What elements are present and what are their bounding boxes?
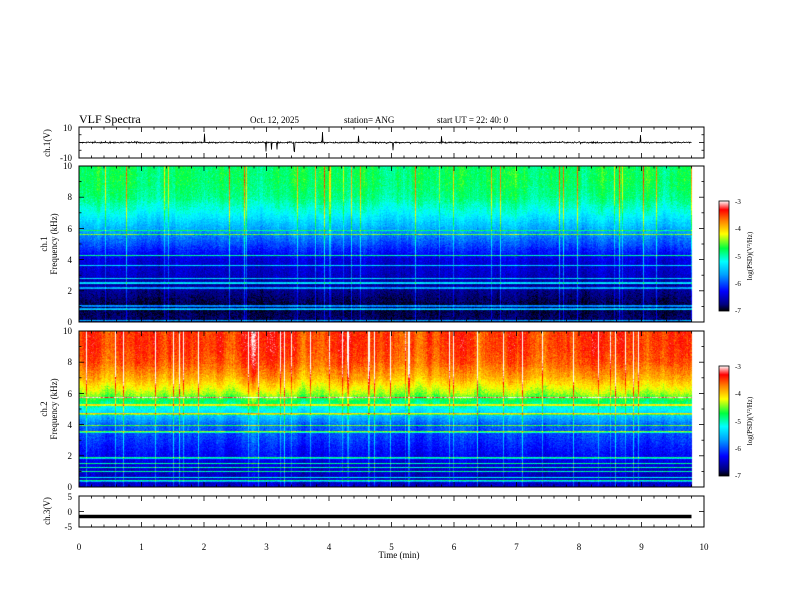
ch1-freq-tick-2: 2 [68,286,73,296]
ch2-cb-tick-m3: -3 [735,363,741,371]
ch1-waveform-trace [78,132,692,153]
ch1-cb-tick-m4: -4 [735,225,741,233]
ch3-waveform-panel: 5 0 -5 ch.3(V) [42,492,705,532]
ch1-channel-label: ch.1 [39,236,49,251]
ch1-freq-tick-10: 10 [63,161,73,171]
xtick-9: 9 [639,542,644,552]
ch1-freq-tick-8: 8 [68,192,73,202]
ch1-cb-tick-m7: -7 [735,307,741,315]
ch2-spectrogram-ticks [78,330,705,488]
ch1-freq-tick-0: 0 [68,317,73,327]
ch3-ytick-top: 5 [68,492,73,502]
ch2-freq-tick-2: 2 [68,451,73,461]
ch2-spectrogram-image [79,331,704,487]
ch2-freq-tick-4: 4 [68,420,73,430]
ch2-colorbar-label: log(PSD)(V²/Hz) [746,396,754,445]
ch3-waveform-ticks [78,495,705,528]
ch1-cb-tick-m3: -3 [735,198,741,206]
xtick-3: 3 [264,542,269,552]
ch2-cb-tick-m6: -6 [735,445,741,453]
ch2-cb-tick-m4: -4 [735,390,741,398]
ch1-freq-tick-4: 4 [68,255,73,265]
ch1-ytick-bottom: -10 [60,153,72,163]
ch2-channel-label: ch.2 [39,401,49,416]
ch1-freq-tick-6: 6 [68,224,73,234]
xtick-8: 8 [577,542,582,552]
ch1-waveform-ticks [78,126,705,159]
time-axis: 0 1 2 3 4 5 6 7 8 9 10 Time (min) [77,542,709,560]
xaxis-label: Time (min) [379,550,420,560]
start-ut-label: start UT = 22: 40: 0 [437,115,509,125]
ch1-ytick-top: 10 [63,123,73,133]
ch1-spectrogram-ticks [78,165,705,323]
ch2-freq-tick-8: 8 [68,357,73,367]
ch1-waveform-line [78,132,692,153]
xtick-0: 0 [77,542,82,552]
ch2-cb-tick-m5: -5 [735,418,741,426]
station-label: station= ANG [344,115,395,125]
ch1-frequency-label: Frequency (kHz) [49,213,59,274]
xtick-7: 7 [514,542,519,552]
ch1-spectrogram-image [79,166,704,322]
ch3-ytick-bottom: -5 [65,522,73,532]
ch1-cb-tick-m5: -5 [735,253,741,261]
xtick-6: 6 [452,542,457,552]
date-label: Oct. 12, 2025 [250,115,299,125]
ch2-freq-tick-0: 0 [68,482,73,492]
ch2-freq-tick-10: 10 [63,326,73,336]
figure-title: VLF Spectra [79,112,141,126]
ch1-spectrogram-panel: 0 2 4 6 8 10 ch.1 Frequency (kHz) [39,161,705,327]
ch2-colorbar-bar [718,365,730,477]
xtick-4: 4 [327,542,332,552]
ch2-colorbar: -3 -4 -5 -6 -7 log(PSD)(V²/Hz) [718,363,754,480]
ch2-frequency-label: Frequency (kHz) [49,378,59,439]
ch1-waveform-panel: 10 -10 ch.1(V) [42,123,705,163]
xtick-1: 1 [139,542,144,552]
ch1-ylabel: ch.1(V) [42,129,52,157]
ch3-ylabel: ch.3(V) [42,497,52,525]
ch1-colorbar: -3 -4 -5 -6 -7 log(PSD)(V²/Hz) [718,198,754,315]
ch1-colorbar-label: log(PSD)(V²/Hz) [746,231,754,280]
ch3-ytick-zero: 0 [68,507,73,517]
ch2-cb-tick-m7: -7 [735,472,741,480]
ch1-colorbar-bar [718,200,730,312]
ch1-cb-tick-m6: -6 [735,280,741,288]
xtick-5: 5 [389,542,394,552]
xtick-10: 10 [700,542,710,552]
xtick-2: 2 [202,542,207,552]
ch2-spectrogram-panel: 0 2 4 6 8 10 ch.2 Frequency (kHz) [39,326,705,492]
ch2-freq-tick-6: 6 [68,389,73,399]
